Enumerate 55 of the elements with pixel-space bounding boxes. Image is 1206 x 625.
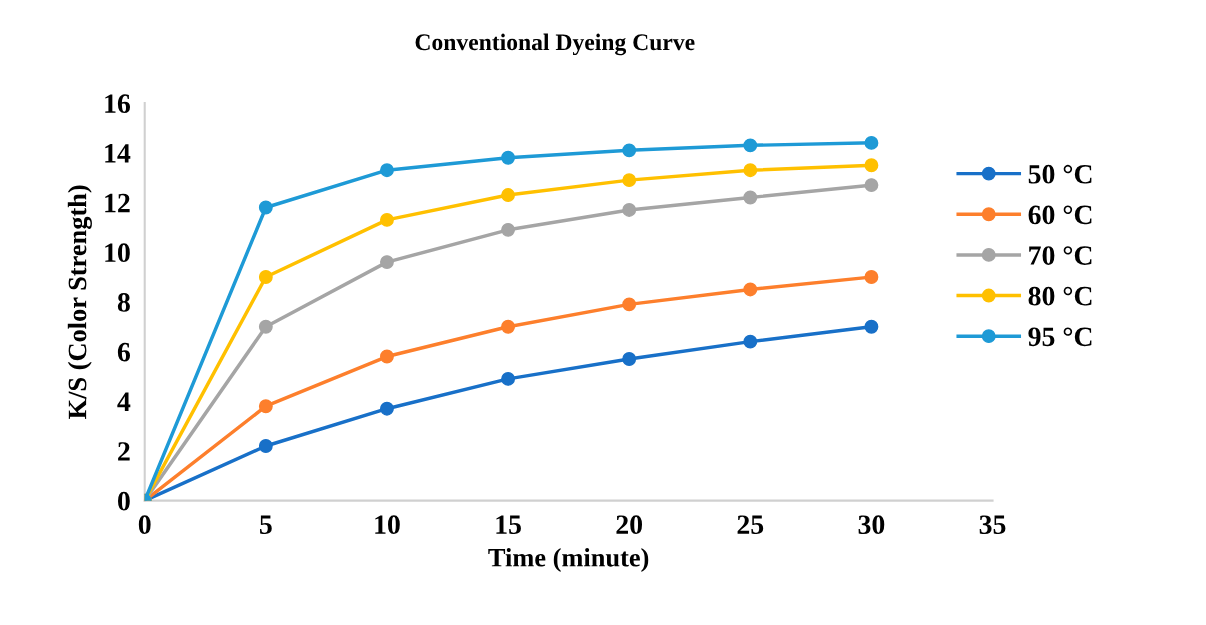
point bbox=[743, 138, 758, 153]
point bbox=[258, 270, 273, 284]
x-tick-label: 0 bbox=[138, 515, 151, 535]
point bbox=[743, 190, 758, 205]
x-tick-label: 20 bbox=[616, 515, 643, 535]
point bbox=[743, 334, 758, 349]
y-tick-label: 4 bbox=[117, 392, 131, 411]
y-tick-label: 2 bbox=[118, 442, 130, 461]
point bbox=[380, 212, 394, 227]
point bbox=[501, 150, 516, 165]
x-tick-label: 25 bbox=[737, 515, 764, 535]
legend-label: 60 °C bbox=[1028, 205, 1092, 225]
point bbox=[622, 143, 637, 158]
x-tick-label: 10 bbox=[375, 515, 400, 535]
x-axis-title: Time (minute) bbox=[488, 548, 649, 572]
point bbox=[501, 319, 516, 334]
y-tick-label: 8 bbox=[117, 293, 130, 312]
y-tick-label: 12 bbox=[105, 193, 130, 213]
chart-title: Conventional Dyeing Curve bbox=[415, 33, 695, 56]
legend-label: 70 °C bbox=[1029, 246, 1092, 265]
y-tick-label: 16 bbox=[105, 94, 131, 114]
point bbox=[864, 158, 879, 173]
point bbox=[743, 282, 758, 297]
point bbox=[258, 439, 273, 453]
point bbox=[380, 255, 394, 270]
x-tick-label: 35 bbox=[979, 515, 1006, 535]
point bbox=[501, 188, 516, 202]
point bbox=[622, 352, 637, 366]
point bbox=[258, 399, 273, 414]
legend-label: 80 °C bbox=[1028, 286, 1092, 306]
point bbox=[501, 371, 516, 386]
point bbox=[380, 163, 394, 178]
y-tick-label: 0 bbox=[118, 491, 130, 511]
point bbox=[258, 319, 273, 334]
x-tick-label: 5 bbox=[260, 515, 272, 535]
point bbox=[622, 297, 637, 312]
point bbox=[743, 163, 758, 178]
point bbox=[622, 173, 637, 188]
x-tick-label: 30 bbox=[858, 515, 885, 535]
y-tick-label: 6 bbox=[117, 342, 131, 362]
point bbox=[622, 203, 637, 217]
legend-label: 50 °C bbox=[1028, 164, 1092, 184]
point bbox=[501, 222, 516, 237]
point bbox=[380, 401, 394, 416]
point bbox=[258, 200, 273, 215]
y-tick-label: 14 bbox=[105, 144, 131, 163]
point bbox=[864, 319, 879, 334]
y-tick-label: 10 bbox=[105, 243, 130, 263]
point bbox=[864, 178, 879, 193]
point bbox=[380, 349, 394, 364]
point bbox=[864, 135, 879, 150]
y-axis-title: K/S (Color Strength) bbox=[67, 185, 92, 419]
point bbox=[864, 270, 879, 284]
x-tick-label: 15 bbox=[496, 515, 521, 535]
legend-label: 95 °C bbox=[1028, 327, 1092, 347]
